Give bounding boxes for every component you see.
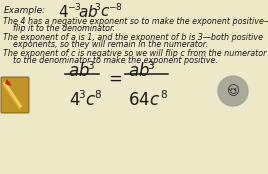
Text: $3$: $3$ <box>147 59 155 71</box>
Text: $ab$: $ab$ <box>128 62 150 80</box>
Text: Example:: Example: <box>4 6 46 15</box>
Text: $ab$: $ab$ <box>78 4 98 20</box>
Text: $c$: $c$ <box>100 4 110 19</box>
Text: The 4 has a negative exponent so to make the exponent positive—: The 4 has a negative exponent so to make… <box>3 17 268 26</box>
Text: $ab$: $ab$ <box>68 62 90 80</box>
Text: $4$: $4$ <box>58 4 69 20</box>
Text: flip it to the denominator.: flip it to the denominator. <box>3 24 115 33</box>
Circle shape <box>218 76 248 106</box>
Text: $3$: $3$ <box>87 59 95 71</box>
Text: $3$: $3$ <box>78 88 86 100</box>
Text: exponents, so they will remain in the numerator.: exponents, so they will remain in the nu… <box>3 40 208 49</box>
Text: $-3$: $-3$ <box>67 1 81 12</box>
Text: $4$: $4$ <box>69 91 81 109</box>
Text: $8$: $8$ <box>160 88 168 100</box>
Text: to the denominator to make the exponent positive.: to the denominator to make the exponent … <box>3 56 218 65</box>
Text: The exponent of a is 1, and the exponent of b is 3—both positive: The exponent of a is 1, and the exponent… <box>3 33 263 42</box>
Text: $64c$: $64c$ <box>128 91 160 109</box>
Text: The exponent of c is negative so we will flip c from the numerator: The exponent of c is negative so we will… <box>3 49 266 58</box>
Text: $=$: $=$ <box>105 69 122 86</box>
Text: $8$: $8$ <box>94 88 102 100</box>
Polygon shape <box>5 79 12 86</box>
Text: $3$: $3$ <box>94 1 101 12</box>
Text: $-8$: $-8$ <box>108 1 123 12</box>
Text: $c$: $c$ <box>85 91 96 109</box>
Text: ☺: ☺ <box>226 85 240 98</box>
FancyBboxPatch shape <box>1 77 29 113</box>
